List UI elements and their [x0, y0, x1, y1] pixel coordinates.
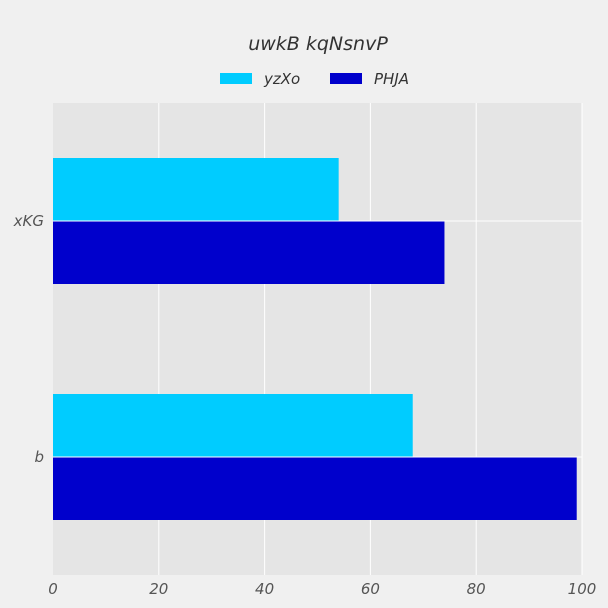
chart-title: uwkB kqNsnvP: [248, 33, 388, 55]
bar-yzXo-b: [53, 394, 413, 457]
x-tick-label-4: 80: [467, 580, 486, 598]
y-tick-label-1: b: [34, 448, 44, 466]
bar-PHJA-xKG: [53, 221, 445, 284]
x-tick-label-1: 20: [149, 580, 168, 598]
legend-label-PHJA: PHJA: [374, 70, 409, 88]
y-axis-ticks: xKG b: [13, 212, 44, 466]
legend-swatch-PHJA: [330, 73, 362, 84]
x-tick-label-5: 100: [568, 580, 597, 598]
bars: [53, 158, 582, 520]
y-tick-label-0: xKG: [13, 212, 44, 230]
x-axis-ticks: 0 20 40 60 80 100: [48, 580, 596, 598]
bar-yzXo-xKG: [53, 158, 339, 221]
legend-swatch-yzXo: [220, 73, 252, 84]
x-tick-label-3: 60: [361, 580, 380, 598]
x-tick-label-0: 0: [48, 580, 58, 598]
x-tick-label-2: 40: [255, 580, 274, 598]
bar-PHJA-b: [53, 457, 577, 520]
legend-label-yzXo: yzXo: [263, 70, 300, 88]
legend: yzXo PHJA: [220, 70, 409, 88]
